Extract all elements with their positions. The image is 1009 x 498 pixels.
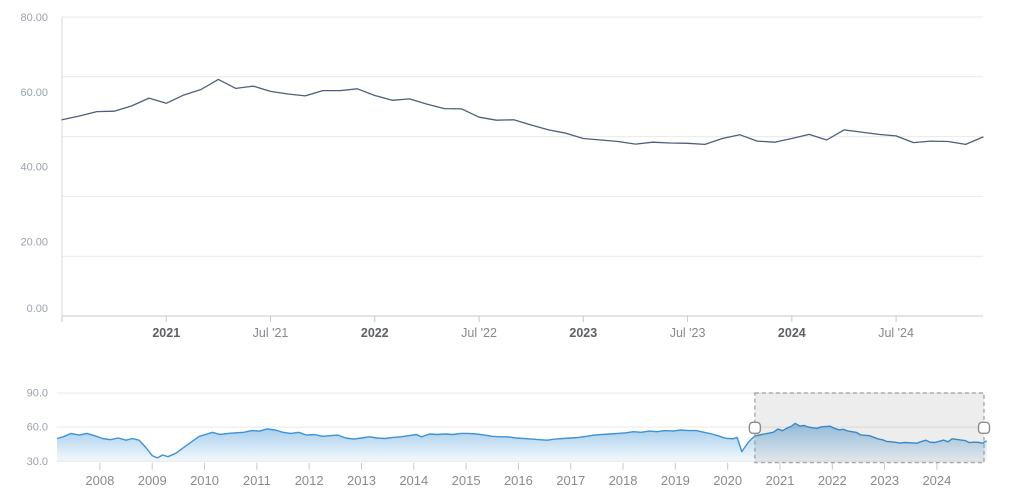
nav-x-tick-label: 2013 bbox=[347, 473, 376, 488]
nav-x-tick-label: 2018 bbox=[609, 473, 638, 488]
main-x-axis: 2021 Jul '21 2022 Jul '22 2023 Jul '23 2024 Jul… bbox=[61, 316, 914, 340]
nav-x-tick-label: 2020 bbox=[713, 473, 742, 488]
nav-y-tick-label: 30.0 bbox=[27, 456, 48, 468]
main-y-axis-labels: 80.00 60.00 40.00 20.00 0.00 bbox=[20, 12, 48, 315]
nav-x-tick-label: 2022 bbox=[818, 473, 847, 488]
nav-y-tick-label: 60.0 bbox=[27, 422, 48, 434]
navigator-chart: 2008 2009 2010 2011 2012 2013 2014 2015 2016 2017… bbox=[27, 388, 991, 488]
nav-x-tick-label: 2011 bbox=[243, 473, 271, 488]
main-plot-area[interactable] bbox=[62, 17, 983, 316]
nav-x-tick-label: 2008 bbox=[85, 473, 114, 488]
nav-x-axis: 2008 2009 2010 2011 2012 2013 2014 2015 2016 2017… bbox=[85, 462, 951, 488]
nav-x-tick-label: 2024 bbox=[922, 473, 951, 488]
main-chart: 80.00 60.00 40.00 20.00 0.00 2021 Jul '21 2022 J… bbox=[20, 12, 984, 340]
nav-x-tick-label: 2021 bbox=[766, 473, 795, 488]
nav-x-tick-label: 2014 bbox=[399, 473, 428, 488]
main-gridlines bbox=[62, 16, 983, 317]
nav-x-tick-label: 2010 bbox=[190, 473, 219, 488]
navigator-selected-range[interactable] bbox=[754, 392, 985, 464]
navigator-area-series bbox=[57, 423, 987, 462]
nav-y-axis-labels: 90.0 60.0 30.0 bbox=[27, 388, 48, 468]
navigator-line-series bbox=[56, 422, 987, 459]
main-y-tick-label: 40.00 bbox=[20, 162, 48, 174]
main-x-tick-label: Jul '23 bbox=[670, 326, 706, 340]
navigator-right-handle[interactable] bbox=[977, 421, 991, 435]
nav-x-tick-label: 2023 bbox=[870, 473, 899, 488]
main-x-tick-label: 2022 bbox=[361, 326, 389, 340]
nav-x-tick-label: 2019 bbox=[661, 473, 690, 488]
main-x-tick-label: 2024 bbox=[778, 326, 806, 340]
main-y-tick-label: 80.00 bbox=[20, 12, 48, 24]
nav-x-tick-label: 2017 bbox=[556, 473, 585, 488]
nav-y-tick-label: 90.0 bbox=[27, 388, 48, 400]
main-x-tick-label: 2021 bbox=[152, 326, 180, 340]
main-x-tick-label: Jul '22 bbox=[461, 326, 497, 340]
main-x-tick-label: 2023 bbox=[569, 326, 597, 340]
navigator-left-handle[interactable] bbox=[748, 421, 762, 435]
price-line-series bbox=[61, 78, 984, 146]
main-x-tick-label: Jul '24 bbox=[878, 326, 914, 340]
main-y-tick-label: 0.00 bbox=[27, 303, 48, 315]
main-y-tick-label: 20.00 bbox=[20, 236, 48, 248]
main-y-tick-label: 60.00 bbox=[20, 87, 48, 99]
nav-x-tick-label: 2012 bbox=[295, 473, 324, 488]
nav-x-tick-label: 2015 bbox=[452, 473, 481, 488]
main-x-tick-label: Jul '21 bbox=[253, 326, 289, 340]
nav-x-tick-label: 2009 bbox=[138, 473, 167, 488]
nav-x-tick-label: 2016 bbox=[504, 473, 533, 488]
